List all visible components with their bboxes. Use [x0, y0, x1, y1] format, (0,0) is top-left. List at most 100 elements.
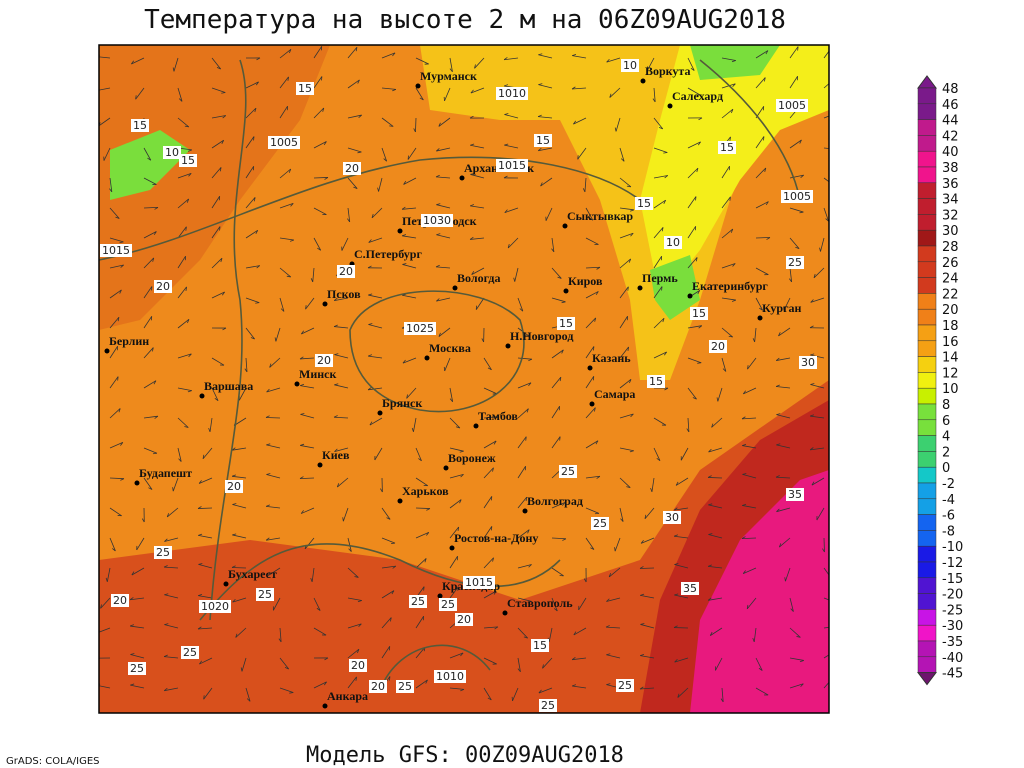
wind-arrow-head — [697, 362, 702, 364]
city-dot — [473, 423, 479, 429]
contour-label-box — [496, 87, 528, 100]
wind-arrow-head — [334, 353, 339, 355]
wind-arrow — [517, 297, 524, 312]
contour-label-box — [621, 59, 639, 72]
wind-arrow — [449, 556, 458, 569]
wind-arrow-head — [289, 239, 294, 242]
wind-arrow-head — [269, 363, 272, 368]
wind-arrow — [347, 147, 362, 153]
wind-arrow-head — [354, 576, 359, 578]
city-dot — [505, 343, 511, 349]
wind-arrow — [269, 357, 281, 368]
colorbar-segment — [917, 609, 937, 626]
wind-arrow — [778, 327, 791, 337]
wind-arrow — [538, 84, 553, 89]
wind-arrow-head — [674, 658, 678, 663]
wind-arrow — [517, 597, 532, 602]
colorbar-segment — [917, 624, 937, 642]
wind-arrow-head — [471, 271, 475, 275]
wind-arrow — [347, 676, 357, 689]
contour-label: 20 — [345, 162, 359, 175]
wind-arrow — [245, 229, 258, 239]
contour-label-box — [463, 576, 495, 589]
wind-arrow-head — [178, 98, 183, 102]
wind-arrow-head — [656, 457, 661, 461]
colorbar-segment — [917, 214, 937, 231]
wind-arrow-head — [438, 122, 441, 127]
wind-arrow — [347, 207, 351, 222]
wind-arrow-head — [322, 107, 325, 112]
wind-arrow-head — [503, 84, 509, 87]
wind-arrow — [415, 507, 431, 509]
wind-arrow-head — [650, 487, 653, 492]
city-dot — [437, 593, 443, 599]
wind-arrow — [381, 87, 396, 90]
wind-arrow-head — [232, 533, 237, 536]
wind-arrow-head — [527, 529, 530, 534]
wind-arrow — [572, 685, 587, 689]
wind-arrow — [721, 57, 736, 61]
wind-arrow-head — [626, 185, 631, 188]
wind-arrow-head — [377, 187, 379, 192]
wind-arrow — [545, 207, 553, 221]
contour-label-box — [100, 244, 132, 257]
wind-arrow-head — [154, 415, 159, 419]
wind-arrow-head — [732, 83, 736, 87]
wind-arrow — [755, 297, 763, 311]
contour-label: 25 — [258, 588, 272, 601]
wind-arrow-head — [109, 188, 113, 193]
wind-arrow — [755, 50, 769, 59]
wind-arrow — [640, 687, 655, 690]
wind-arrow — [143, 316, 153, 329]
wind-arrow — [415, 679, 428, 689]
wind-arrow-head — [240, 667, 243, 672]
wind-arrow-head — [172, 67, 175, 72]
wind-arrow-head — [310, 278, 314, 283]
wind-arrow-head — [301, 330, 305, 335]
contour-label-box — [786, 488, 804, 501]
wind-arrow-head — [572, 53, 577, 57]
wind-arrow — [99, 56, 111, 59]
wind-arrow — [177, 318, 190, 329]
wind-arrow-head — [628, 258, 632, 263]
wind-arrow — [211, 167, 222, 179]
wind-arrow — [415, 558, 427, 569]
wind-arrow — [245, 81, 259, 89]
wind-arrow-head — [606, 683, 611, 686]
colorbar-label: 18 — [942, 319, 959, 334]
wind-arrow-head — [198, 593, 203, 597]
city-label: Будапешт — [139, 466, 192, 480]
wind-arrow — [743, 387, 757, 395]
colorbar-segment — [917, 451, 937, 468]
contour-label-box — [181, 646, 199, 659]
wind-arrow — [517, 357, 532, 360]
wind-arrow — [99, 117, 111, 127]
colorbar-segment — [917, 150, 937, 168]
wind-arrow — [708, 534, 723, 539]
wind-arrow — [279, 76, 289, 89]
wind-vectors — [99, 46, 829, 703]
wind-arrow — [232, 447, 247, 451]
wind-arrow — [136, 537, 145, 551]
wind-arrow-head — [731, 299, 736, 302]
wind-arrow-head — [594, 407, 596, 412]
wind-arrow — [407, 147, 417, 160]
city-label: С.Петербург — [354, 247, 422, 261]
colorbar-segment — [917, 656, 937, 673]
wind-arrow-head — [673, 507, 678, 511]
wind-arrow — [415, 477, 428, 487]
colorbar-segment — [917, 514, 937, 531]
wind-arrow-head — [333, 297, 338, 301]
wind-arrow-head — [559, 377, 562, 382]
wind-arrow-head — [538, 147, 542, 152]
contour-label: 25 — [788, 256, 802, 269]
colorbar-segment — [917, 640, 937, 658]
wind-arrow-head — [538, 83, 543, 86]
wind-arrow-head — [519, 308, 524, 312]
wind-arrow-head — [527, 600, 532, 603]
wind-arrow-head — [658, 127, 663, 130]
wind-arrow-head — [640, 653, 645, 657]
wind-arrow-head — [435, 174, 440, 178]
contour-label: 1005 — [783, 190, 811, 203]
